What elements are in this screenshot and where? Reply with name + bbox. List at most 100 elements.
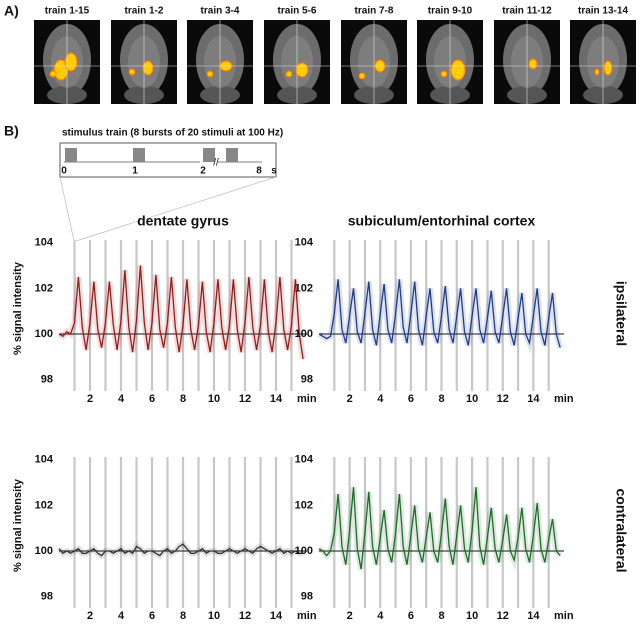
- y-tick-label: 100: [35, 328, 53, 340]
- x-tick-label: 6: [408, 393, 414, 405]
- row-label: ipsilateral: [613, 281, 629, 346]
- axis-break: //: [213, 158, 219, 169]
- x-tick-label: 12: [497, 610, 509, 622]
- x-axis-label: min: [297, 610, 317, 622]
- brain-image: [341, 20, 407, 104]
- image-label: train 1-15: [45, 6, 90, 17]
- connector: [75, 176, 277, 242]
- x-tick-label: 4: [118, 610, 125, 622]
- x-tick-label: 2: [347, 610, 353, 622]
- x-tick-label: 8: [438, 393, 444, 405]
- y-tick-label: 102: [35, 282, 53, 294]
- y-tick-label: 100: [35, 545, 53, 557]
- x-tick-label: 10: [466, 610, 478, 622]
- chart-title: subiculum/entorhinal cortex: [348, 213, 536, 229]
- y-tick-label: 102: [295, 499, 313, 511]
- x-tick-label: 12: [497, 393, 509, 405]
- activation: [528, 58, 538, 70]
- brain-image: [111, 20, 177, 104]
- panel-label: B): [4, 123, 19, 139]
- y-tick-label: 100: [295, 545, 313, 557]
- x-tick-label: 2: [87, 393, 93, 405]
- x-axis-label: min: [554, 393, 574, 405]
- data-line: [58, 543, 304, 557]
- brain-image: [34, 20, 100, 104]
- image-label: train 9-10: [428, 6, 473, 17]
- y-tick-label: 98: [301, 374, 313, 386]
- x-tick-label: 2: [347, 393, 353, 405]
- bursts: [65, 148, 238, 162]
- x-tick-label: 6: [408, 610, 414, 622]
- x-tick-label: 10: [466, 393, 478, 405]
- x-tick-label: 10: [208, 393, 220, 405]
- x-tick-label: 14: [270, 610, 283, 622]
- brain-image: [187, 20, 253, 104]
- y-axis-label: % signal intensity: [12, 478, 24, 572]
- activation: [295, 62, 309, 78]
- stimulus-inset: stimulus train (8 bursts of 20 stimuli a…: [59, 128, 283, 242]
- inset-tick: 8: [256, 166, 262, 177]
- inset-tick: 0: [61, 166, 67, 177]
- image-label: train 13-14: [578, 6, 628, 17]
- y-tick-label: 98: [41, 374, 53, 386]
- y-tick-label: 102: [295, 282, 313, 294]
- brain-image: [494, 20, 560, 104]
- x-tick-label: 6: [149, 610, 155, 622]
- activation: [206, 70, 214, 78]
- image-label: train 11-12: [502, 6, 552, 17]
- inset-title: stimulus train (8 bursts of 20 stimuli a…: [62, 128, 283, 139]
- x-tick-label: 12: [239, 393, 251, 405]
- activation: [142, 60, 154, 76]
- image-label: train 3-4: [201, 6, 240, 17]
- x-tick-label: 2: [87, 610, 93, 622]
- connector: [59, 176, 75, 242]
- y-tick-label: 104: [295, 454, 314, 466]
- y-tick-label: 104: [295, 237, 314, 249]
- activation: [450, 59, 466, 81]
- x-tick-label: 12: [239, 610, 251, 622]
- y-axis-label: % signal intensity: [12, 261, 24, 355]
- x-tick-label: 14: [527, 393, 540, 405]
- image-label: train 5-6: [278, 6, 317, 17]
- activation: [128, 68, 136, 76]
- brain-image: [417, 20, 483, 104]
- activation: [358, 72, 366, 80]
- activation: [64, 52, 78, 72]
- x-tick-label: 8: [180, 393, 186, 405]
- y-tick-label: 104: [35, 454, 54, 466]
- x-tick-label: 4: [377, 393, 384, 405]
- activation: [49, 70, 57, 78]
- inset-tick: 1: [132, 166, 138, 177]
- image-label: train 1-2: [125, 6, 164, 17]
- panel-label: A): [4, 3, 19, 19]
- x-axis-label: min: [297, 393, 317, 405]
- inset-frame: [59, 142, 277, 178]
- y-tick-label: 104: [35, 237, 54, 249]
- activation: [440, 70, 448, 78]
- y-tick-label: 100: [295, 328, 313, 340]
- y-tick-label: 98: [41, 591, 53, 603]
- data-line: [318, 279, 561, 348]
- data-line: [58, 265, 304, 360]
- activation: [594, 68, 600, 76]
- x-tick-label: 4: [377, 610, 384, 622]
- chart-title: dentate gyrus: [137, 213, 229, 229]
- brain-image: [264, 20, 330, 104]
- data-line: [318, 487, 561, 570]
- x-axis-label: min: [554, 610, 574, 622]
- x-tick-label: 14: [270, 393, 283, 405]
- activation: [603, 60, 613, 76]
- x-tick-label: 10: [208, 610, 220, 622]
- x-tick-label: 8: [180, 610, 186, 622]
- x-tick-label: 14: [527, 610, 540, 622]
- y-tick-label: 102: [35, 499, 53, 511]
- activation: [285, 70, 293, 78]
- inset-tick: 2: [200, 166, 206, 177]
- image-label: train 7-8: [355, 6, 394, 17]
- inset-unit: s: [271, 166, 277, 177]
- x-tick-label: 6: [149, 393, 155, 405]
- y-tick-label: 98: [301, 591, 313, 603]
- row-label: contralateral: [613, 488, 629, 572]
- brain-image: [570, 20, 636, 104]
